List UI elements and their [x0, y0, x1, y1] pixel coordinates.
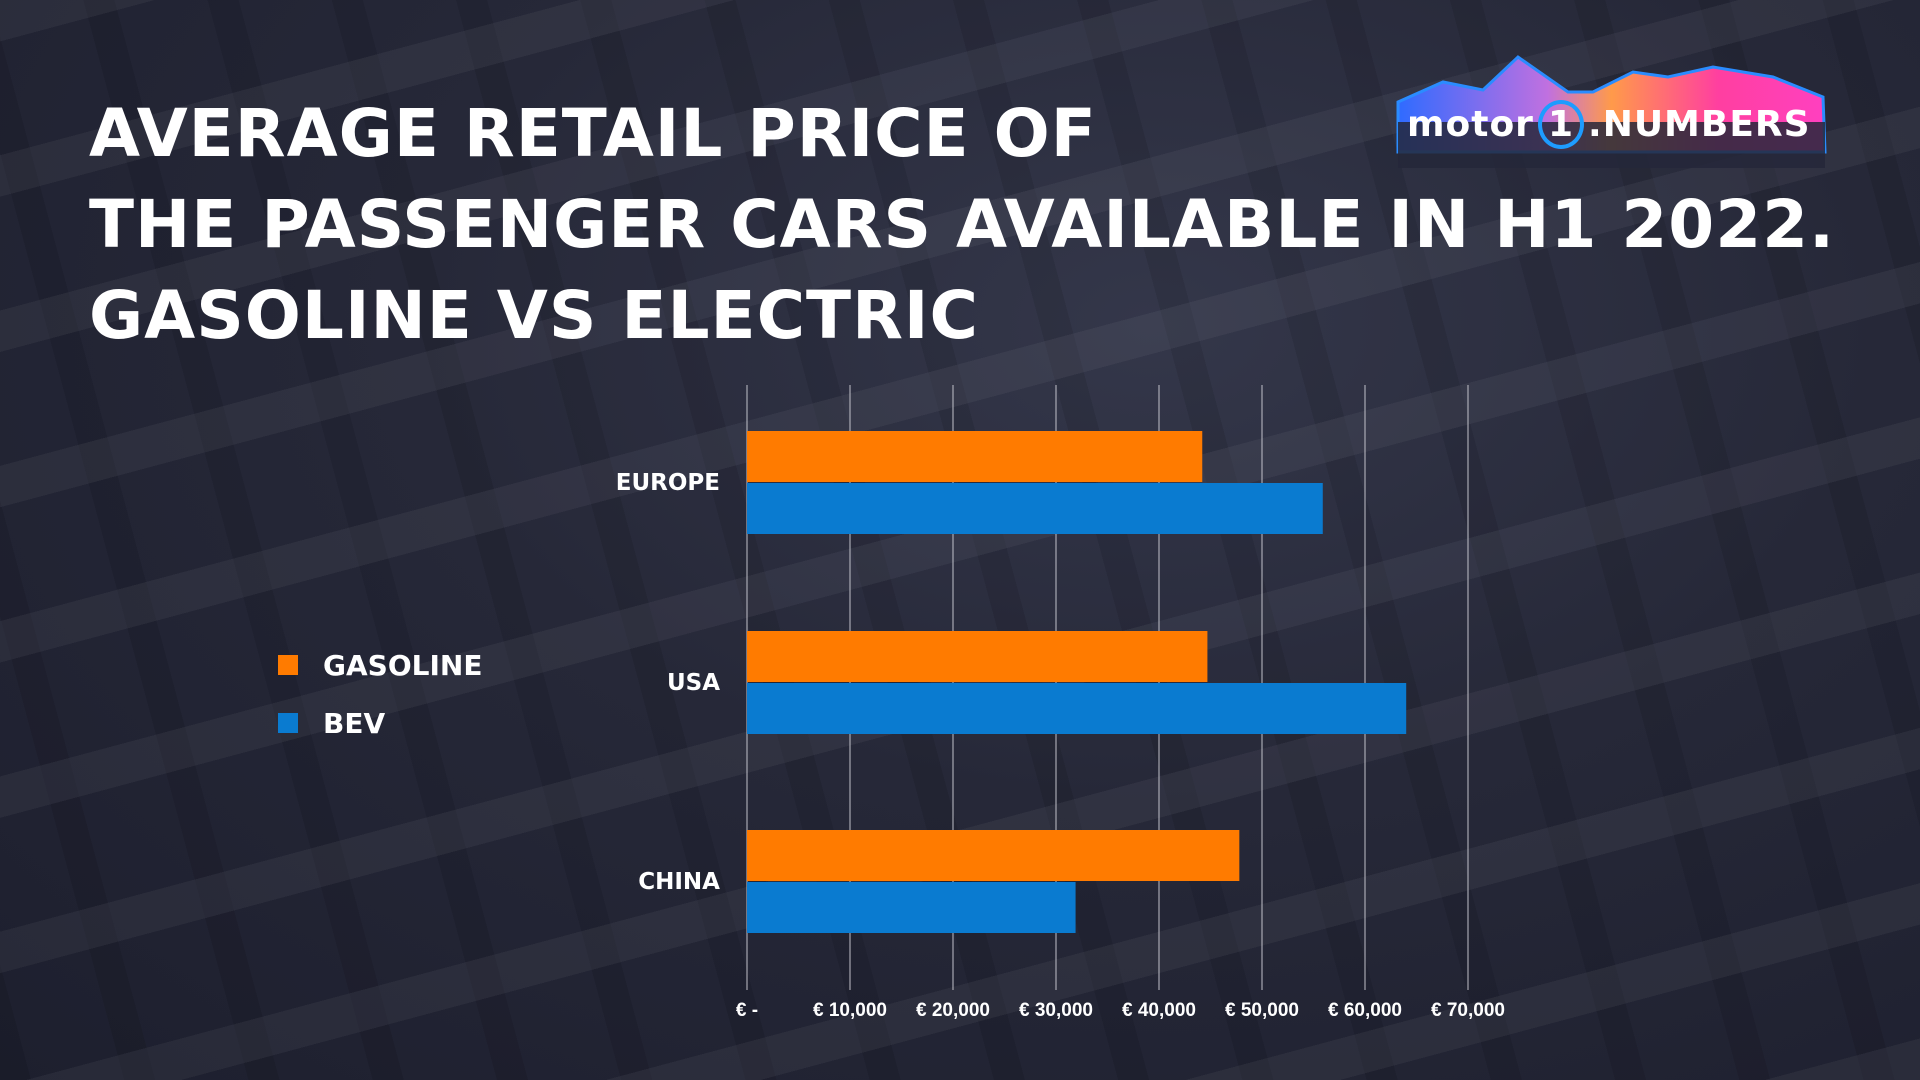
logo-text: motor 1 .NUMBERS	[1407, 100, 1811, 149]
legend-swatch-gasoline	[278, 655, 298, 675]
legend-item-gasoline: GASOLINE	[278, 636, 482, 694]
x-tick-label: € -	[736, 1000, 758, 1021]
x-tick-label: € 50,000	[1225, 1000, 1299, 1021]
bar-gasoline-china	[747, 830, 1240, 881]
legend-item-bev: BEV	[278, 694, 482, 752]
x-tick-label: € 70,000	[1431, 1000, 1505, 1021]
chart-title: AVERAGE RETAIL PRICE OF THE PASSENGER CA…	[89, 88, 1835, 361]
title-line-1: AVERAGE RETAIL PRICE OF	[89, 95, 1097, 172]
title-line-3: GASOLINE VS ELECTRIC	[89, 277, 979, 354]
legend-swatch-bev	[278, 713, 298, 733]
x-tick-label: € 60,000	[1328, 1000, 1402, 1021]
x-tick-label: € 20,000	[916, 1000, 990, 1021]
category-label: EUROPE	[616, 470, 720, 496]
title-line-2: THE PASSENGER CARS AVAILABLE IN H1 2022.	[89, 186, 1836, 263]
bar-bev-usa	[747, 683, 1407, 734]
x-tick-label: € 10,000	[813, 1000, 887, 1021]
motor1-numbers-logo: motor 1 .NUMBERS	[1393, 52, 1828, 170]
category-label: USA	[667, 670, 720, 696]
bar-bev-china	[747, 882, 1076, 933]
legend-label-gasoline: GASOLINE	[323, 648, 483, 682]
x-tick-label: € 30,000	[1019, 1000, 1093, 1021]
bar-gasoline-europe	[747, 431, 1203, 482]
bar-bev-europe	[747, 483, 1323, 534]
bar-gasoline-usa	[747, 631, 1208, 682]
legend: GASOLINE BEV	[278, 636, 482, 752]
legend-label-bev: BEV	[323, 706, 386, 740]
category-label: CHINA	[638, 869, 720, 895]
x-tick-label: € 40,000	[1122, 1000, 1196, 1021]
